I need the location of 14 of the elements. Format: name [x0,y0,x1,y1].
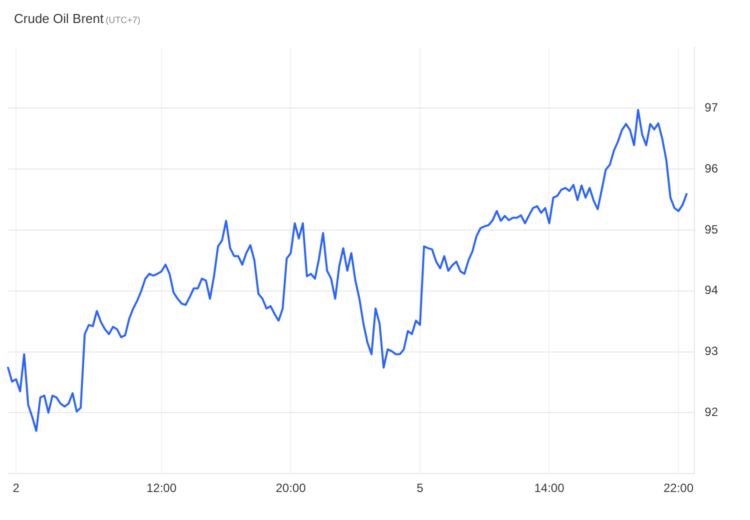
y-tick-label: 93 [704,344,718,358]
y-tick-label: 94 [704,283,718,298]
x-tick-label: 14:00 [534,481,565,496]
x-tick-label: 2 [12,481,20,496]
y-tick-label: 96 [704,161,718,176]
y-tick-label: 97 [704,100,718,114]
chart-subtitle: (UTC+7) [106,15,140,25]
chart-title: Crude Oil Brent [14,11,104,26]
x-tick-label: 5 [416,481,424,496]
x-tick-label: 22:00 [663,481,694,496]
x-tick-label: 12:00 [146,481,177,496]
y-tick-label: 95 [704,222,718,236]
y-tick-label: 92 [704,405,718,419]
x-tick-label: 20:00 [276,481,306,496]
